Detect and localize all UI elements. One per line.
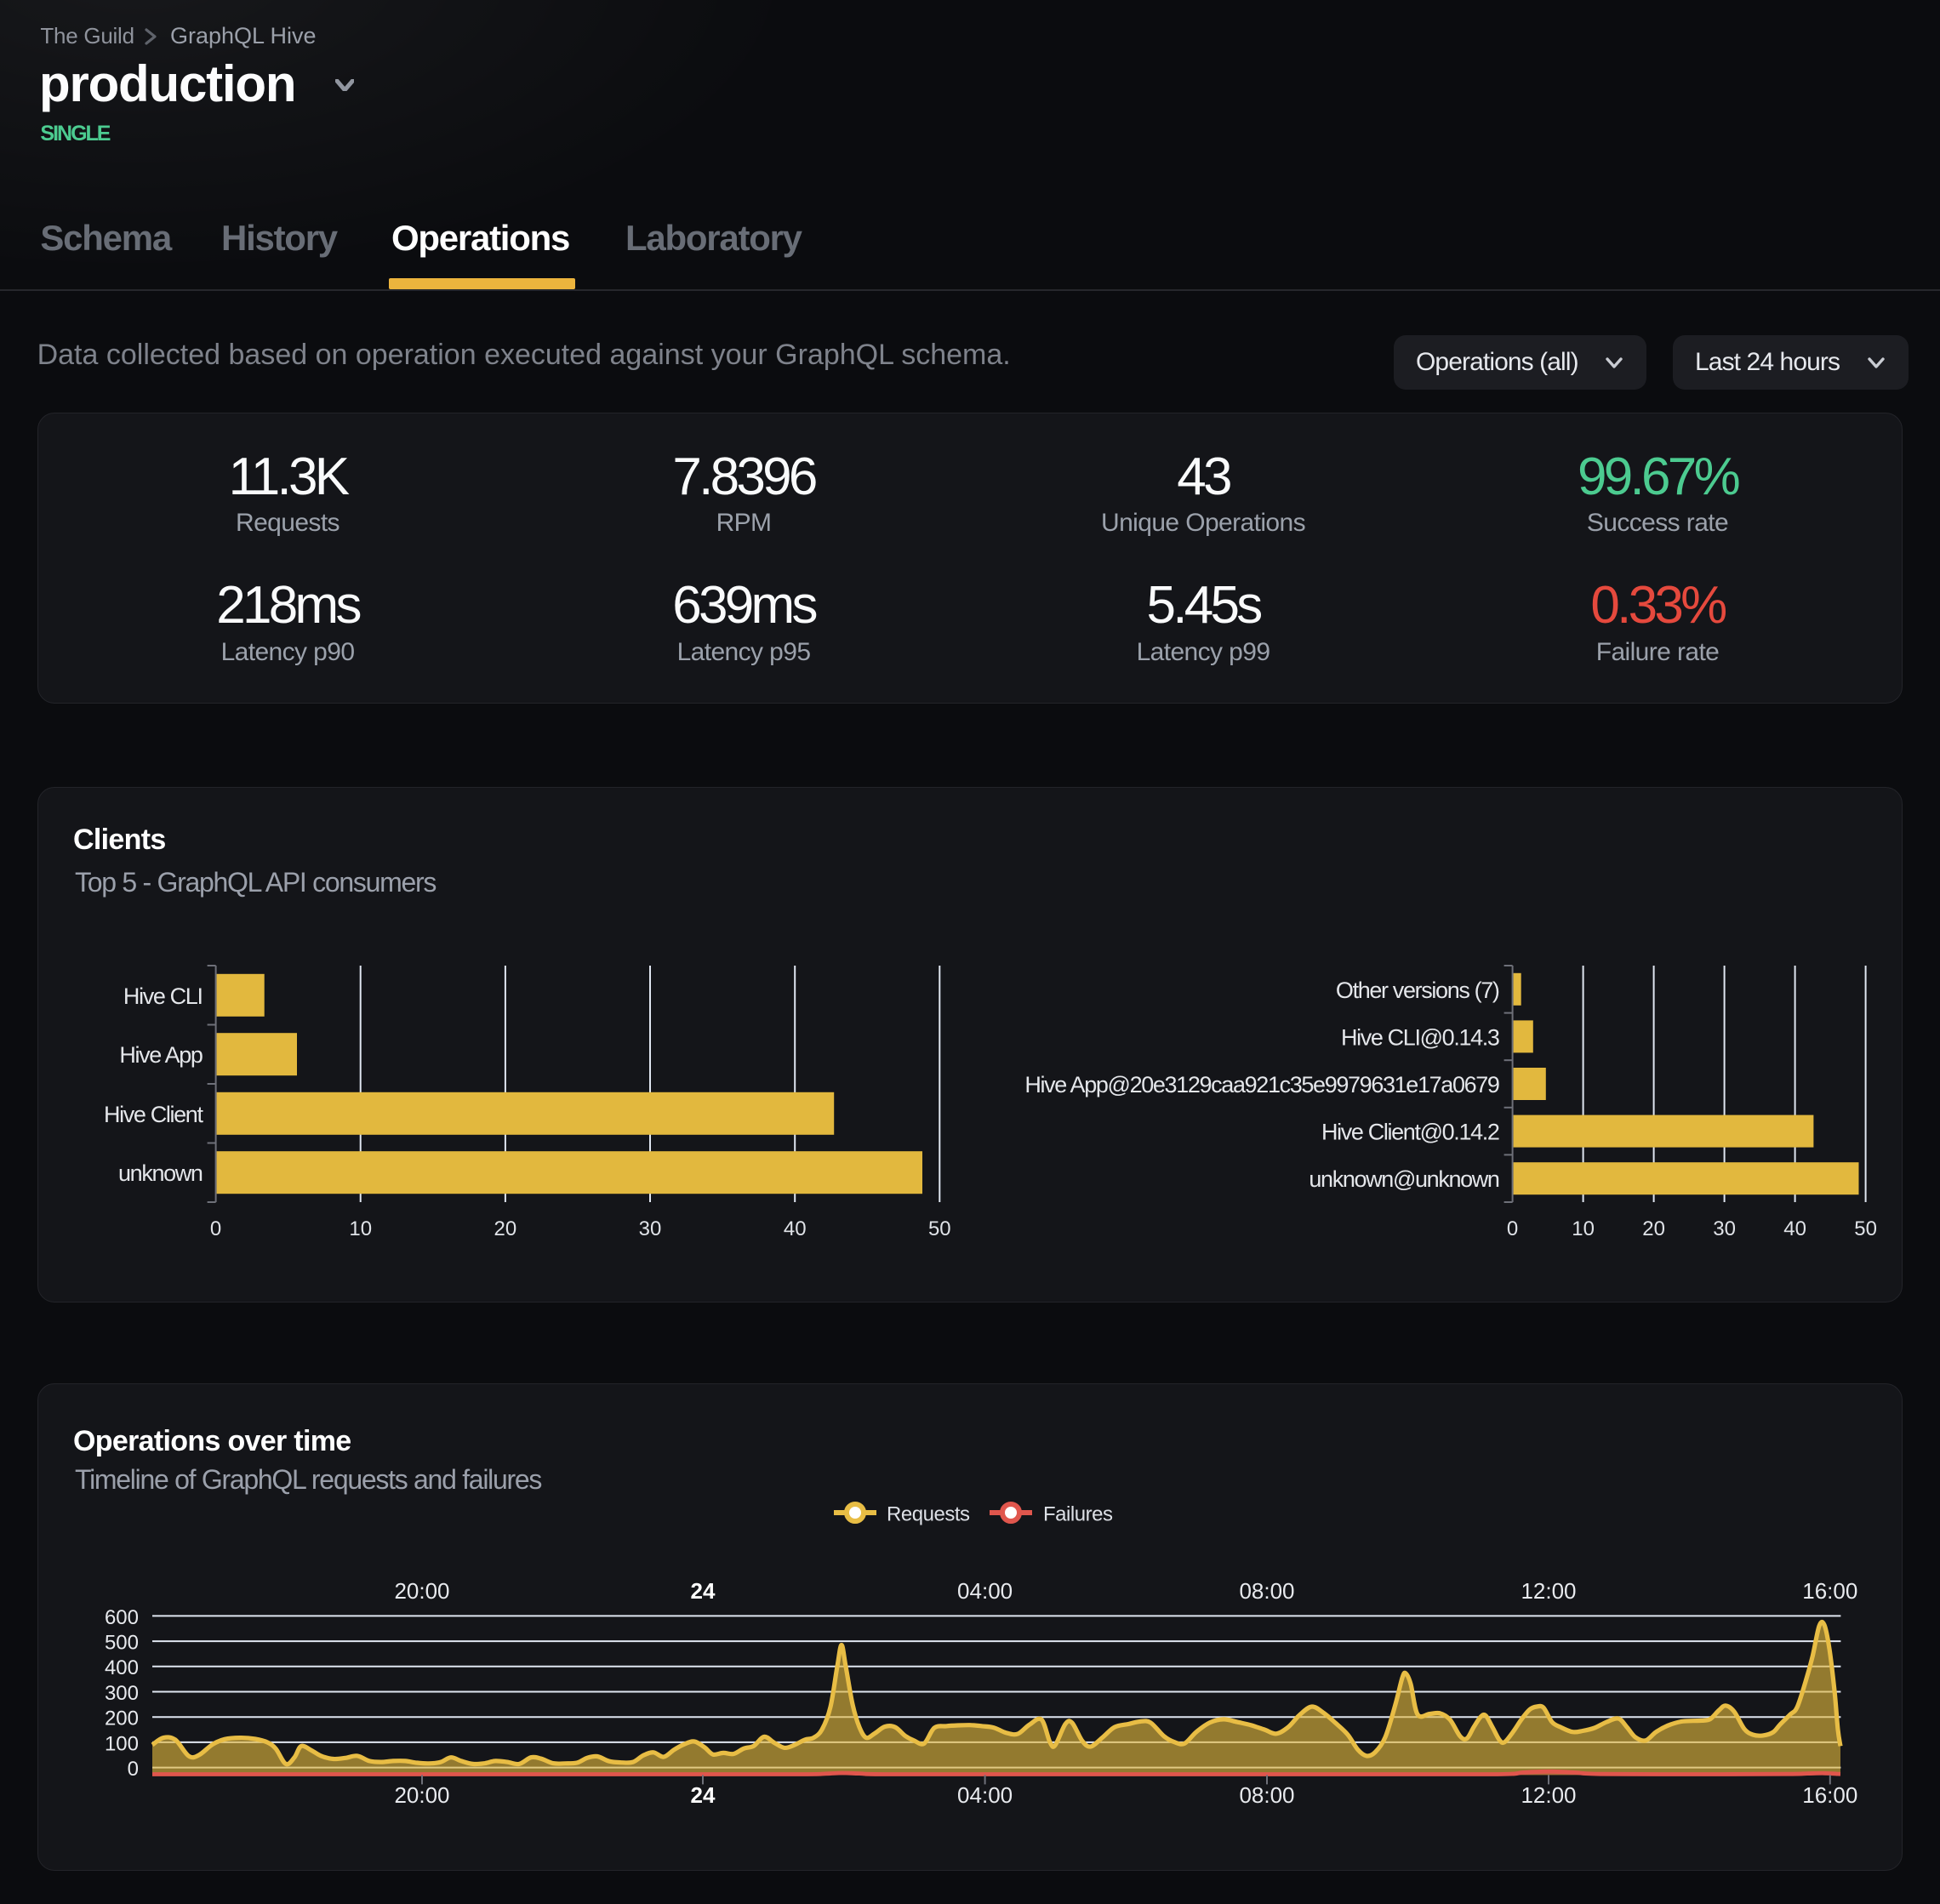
- svg-text:600: 600: [105, 1606, 139, 1629]
- svg-text:Hive Client@0.14.2: Hive Client@0.14.2: [1321, 1120, 1499, 1145]
- svg-text:04:00: 04:00: [957, 1782, 1013, 1808]
- svg-text:Hive CLI: Hive CLI: [123, 983, 203, 1009]
- svg-text:200: 200: [105, 1707, 139, 1730]
- svg-text:30: 30: [639, 1217, 662, 1240]
- svg-text:50: 50: [1854, 1217, 1877, 1240]
- svg-text:500: 500: [105, 1632, 139, 1655]
- svg-text:unknown: unknown: [118, 1160, 203, 1186]
- svg-text:08:00: 08:00: [1239, 1578, 1294, 1604]
- svg-text:Other versions (7): Other versions (7): [1336, 978, 1499, 1003]
- svg-text:24: 24: [691, 1782, 716, 1808]
- svg-text:10: 10: [349, 1217, 372, 1240]
- svg-text:20:00: 20:00: [394, 1782, 449, 1808]
- svg-text:Requests: Requests: [887, 1502, 970, 1525]
- svg-text:04:00: 04:00: [957, 1578, 1013, 1604]
- svg-text:Hive App: Hive App: [119, 1042, 203, 1068]
- svg-text:400: 400: [105, 1656, 139, 1679]
- svg-text:16:00: 16:00: [1802, 1578, 1857, 1604]
- svg-text:40: 40: [784, 1217, 807, 1240]
- svg-text:08:00: 08:00: [1239, 1782, 1294, 1808]
- svg-text:12:00: 12:00: [1521, 1782, 1576, 1808]
- svg-text:Hive App@20e3129caa921c35e9979: Hive App@20e3129caa921c35e9979631e17a067…: [1024, 1072, 1499, 1097]
- svg-text:Hive CLI@0.14.3: Hive CLI@0.14.3: [1341, 1024, 1499, 1050]
- svg-text:0: 0: [128, 1758, 139, 1781]
- svg-text:12:00: 12:00: [1521, 1578, 1576, 1604]
- svg-text:Failures: Failures: [1043, 1502, 1113, 1525]
- svg-text:20:00: 20:00: [394, 1578, 449, 1604]
- svg-text:10: 10: [1572, 1217, 1595, 1240]
- svg-text:24: 24: [691, 1578, 716, 1604]
- svg-text:40: 40: [1783, 1217, 1806, 1240]
- svg-text:20: 20: [494, 1217, 517, 1240]
- svg-text:50: 50: [928, 1217, 951, 1240]
- svg-text:Hive Client: Hive Client: [104, 1102, 203, 1127]
- svg-text:unknown@unknown: unknown@unknown: [1309, 1166, 1499, 1192]
- svg-text:30: 30: [1713, 1217, 1736, 1240]
- svg-text:16:00: 16:00: [1802, 1782, 1857, 1808]
- svg-text:20: 20: [1642, 1217, 1665, 1240]
- svg-text:0: 0: [1507, 1217, 1518, 1240]
- svg-text:100: 100: [105, 1732, 139, 1755]
- svg-text:300: 300: [105, 1682, 139, 1705]
- svg-text:0: 0: [210, 1217, 221, 1240]
